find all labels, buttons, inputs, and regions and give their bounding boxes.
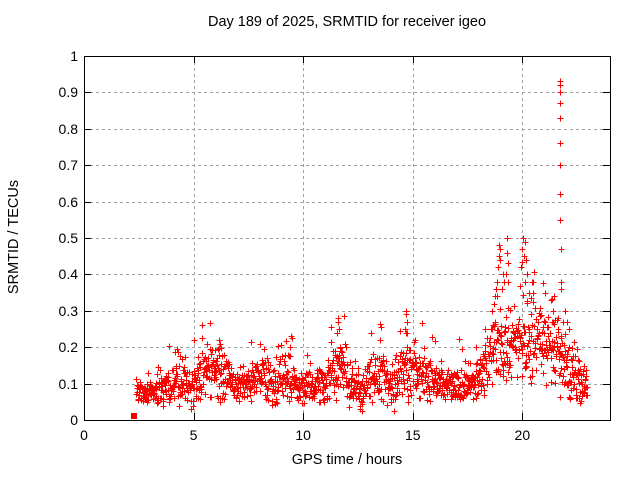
y-tick-label: 0.4 xyxy=(58,266,78,283)
y-tick-label: 0.7 xyxy=(58,157,78,174)
y-tick-label: 0.3 xyxy=(58,302,78,319)
y-tick-label: 0.8 xyxy=(58,120,78,137)
y-tick-label: 1 xyxy=(70,48,78,64)
y-tick-label: 0.5 xyxy=(58,230,78,246)
y-tick-label: 0 xyxy=(70,412,78,428)
start-square-marker xyxy=(131,413,137,419)
grid-lines xyxy=(84,56,610,420)
y-tick-label: 0.1 xyxy=(58,375,78,392)
x-axis-label: GPS time / hours xyxy=(291,452,403,468)
y-tick-label: 0.6 xyxy=(58,193,78,210)
axis-ticks xyxy=(84,56,610,421)
y-tick-label: 0.9 xyxy=(58,84,78,101)
x-tick-label: 10 xyxy=(295,427,311,443)
x-tick-label: 15 xyxy=(404,427,421,443)
x-tick-label: 5 xyxy=(189,427,198,443)
x-tick-label: 0 xyxy=(80,427,88,443)
chart-title: Day 189 of 2025, SRMTID for receiver ige… xyxy=(207,14,487,30)
y-tick-label: 0.2 xyxy=(58,339,78,356)
scatter-points xyxy=(133,78,591,415)
y-axis-label: SRMTID / TECUs xyxy=(6,179,22,295)
x-tick-label: 20 xyxy=(514,427,531,443)
